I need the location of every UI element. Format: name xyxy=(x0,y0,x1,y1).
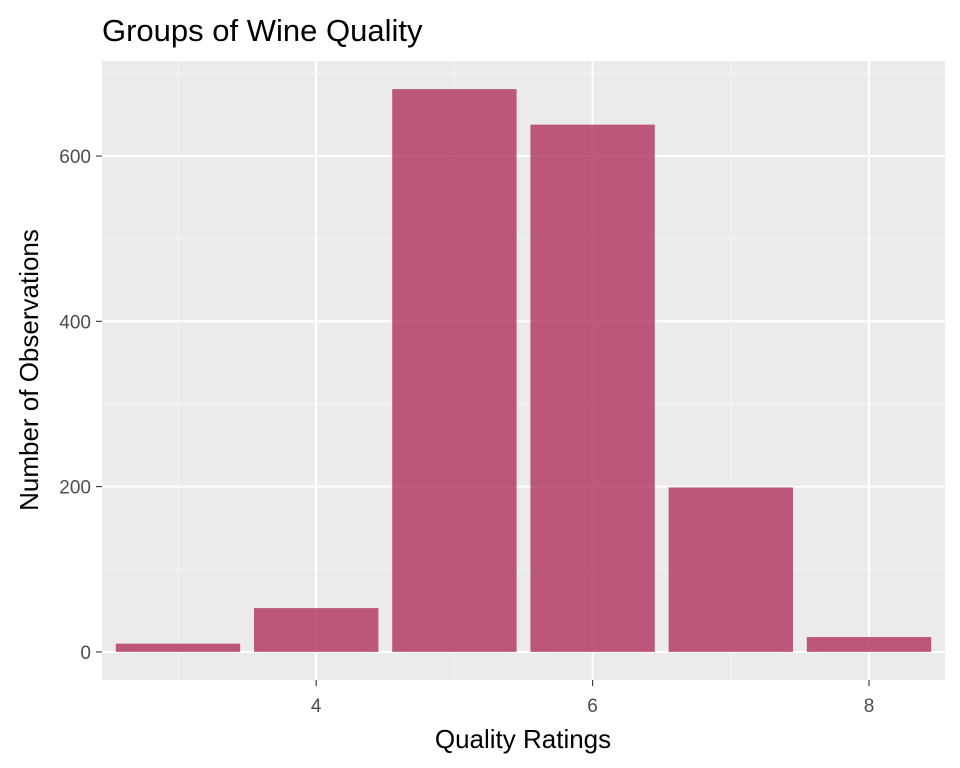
bar-quality-8 xyxy=(806,637,932,652)
x-tick-label: 6 xyxy=(587,696,598,717)
y-axis-ticks: 0 200 400 600 xyxy=(59,147,102,664)
x-tick-label: 4 xyxy=(311,696,322,717)
y-tick-label: 200 xyxy=(59,478,91,499)
bar-quality-5 xyxy=(392,89,517,652)
bar-quality-4 xyxy=(254,608,379,652)
plot-panel xyxy=(102,61,945,680)
bar-quality-3 xyxy=(115,643,241,652)
x-tick-label: 8 xyxy=(864,696,875,717)
y-tick-label: 0 xyxy=(80,643,91,664)
chart-title: Groups of Wine Quality xyxy=(102,13,423,48)
x-axis-ticks: 4 6 8 xyxy=(311,680,874,717)
y-tick-label: 600 xyxy=(59,147,91,168)
y-tick-label: 400 xyxy=(59,312,91,333)
bar-quality-6 xyxy=(530,124,655,652)
bars xyxy=(115,89,932,652)
x-axis-title: Quality Ratings xyxy=(435,724,611,754)
bar-quality-7 xyxy=(668,487,793,652)
y-axis-title: Number of Observations xyxy=(14,229,44,511)
